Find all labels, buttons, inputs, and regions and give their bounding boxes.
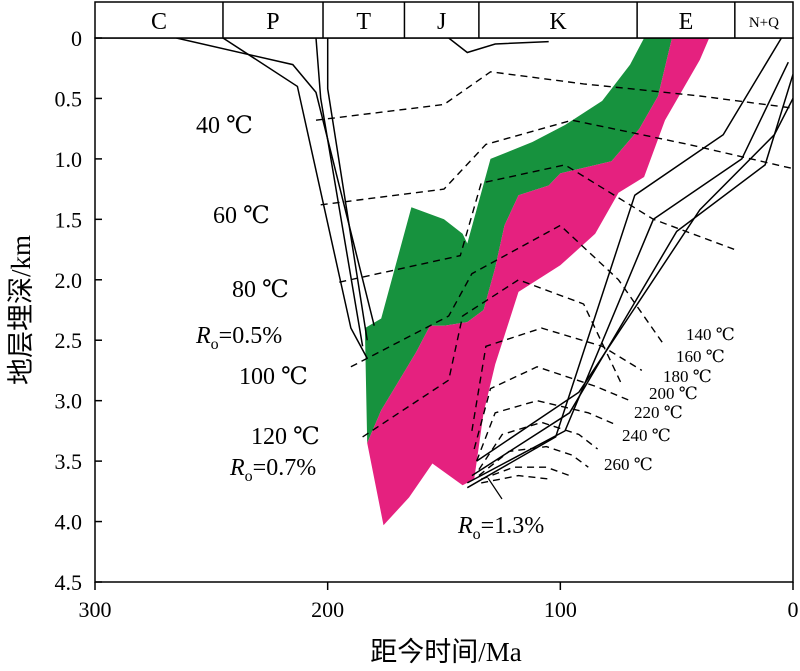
- isotherm-line-11: [481, 474, 552, 484]
- burial-curve-6: [466, 61, 789, 484]
- x-tick-label: 0: [788, 597, 799, 622]
- y-axis: 0 0.5 1.0 1.5 2.0 2.5 3.0 3.5 4.0 4.5: [55, 26, 102, 595]
- isotherm-line-10: [480, 466, 570, 480]
- isotherm-line-7: [475, 399, 617, 462]
- isotherm-label-140: 140 ℃: [686, 325, 735, 344]
- isotherm-line-5: [471, 327, 643, 432]
- burial-curve-2: [315, 38, 364, 347]
- period-label-c: C: [151, 9, 167, 35]
- isotherm-line-8: [478, 421, 599, 470]
- isotherm-line-9: [478, 445, 589, 477]
- y-tick-label: 3.5: [55, 449, 83, 474]
- period-label-e: E: [679, 9, 694, 35]
- period-bar-frame: [94, 1, 794, 39]
- y-tick-label: 4.5: [55, 570, 83, 595]
- x-axis: 300 200 100 0: [79, 582, 799, 622]
- y-tick-label: 0.5: [55, 86, 83, 111]
- y-tick-label: 2.0: [55, 268, 83, 293]
- burial-curve-3: [326, 38, 368, 341]
- x-axis-title: 距今时间/Ma: [370, 637, 522, 667]
- y-axis-title: 地层埋深/km: [6, 235, 36, 385]
- burial-curve-0: [176, 38, 375, 326]
- y-tick-label: 0: [71, 26, 82, 51]
- isotherm-lines: [315, 71, 793, 484]
- maturity-zone-0: [364, 38, 672, 443]
- ro-label-1-3: Ro=1.3%: [457, 513, 544, 543]
- y-tick-label: 2.5: [55, 328, 83, 353]
- isotherm-label-80: 80 ℃: [232, 277, 289, 303]
- isotherm-label-200: 200 ℃: [649, 384, 698, 403]
- isotherm-label-240: 240 ℃: [622, 426, 671, 445]
- isotherm-label-220: 220 ℃: [634, 403, 683, 422]
- burial-curves: [176, 38, 793, 489]
- isotherm-line-0: [315, 71, 793, 121]
- y-tick-label: 4.0: [55, 510, 83, 535]
- burial-curve-1: [222, 38, 368, 359]
- y-tick-label: 3.0: [55, 389, 83, 414]
- isotherm-label-60: 60 ℃: [213, 203, 270, 229]
- isotherm-label-40: 40 ℃: [196, 113, 253, 139]
- ro-label-0-5: Ro=0.5%: [195, 323, 282, 353]
- isotherm-line-6: [473, 366, 631, 450]
- isotherm-label-120: 120 ℃: [251, 424, 320, 450]
- isotherm-line-4: [362, 279, 622, 438]
- maturity-zones: [364, 38, 710, 526]
- isotherm-label-260: 260 ℃: [604, 455, 653, 474]
- isotherm-label-100: 100 ℃: [239, 364, 308, 390]
- period-label-nq: N+Q: [749, 15, 779, 31]
- maturity-zone-1: [367, 38, 710, 526]
- isotherm-line-3: [350, 224, 666, 368]
- x-tick-label: 100: [544, 597, 577, 622]
- isotherm-label-180: 180 ℃: [663, 367, 712, 386]
- isotherm-line-1: [320, 119, 793, 206]
- burial-curve-4: [448, 38, 549, 54]
- period-label-t: T: [356, 9, 371, 35]
- burial-curve-8: [476, 98, 793, 462]
- isotherm-line-2: [339, 164, 736, 283]
- x-tick-label: 200: [311, 597, 344, 622]
- period-label-j: J: [437, 9, 446, 35]
- x-tick-label: 300: [79, 597, 112, 622]
- ro-1-3-leader-line: [487, 477, 503, 500]
- stratigraphic-period-bar: C P T J K E N+Q: [94, 1, 794, 39]
- y-tick-label: 1.5: [55, 207, 83, 232]
- isotherm-label-160: 160 ℃: [676, 347, 725, 366]
- period-label-k: K: [549, 9, 567, 35]
- ro-label-0-7: Ro=0.7%: [229, 455, 316, 485]
- period-label-p: P: [266, 9, 279, 35]
- y-tick-label: 1.0: [55, 147, 83, 172]
- burial-curve-5: [466, 38, 783, 489]
